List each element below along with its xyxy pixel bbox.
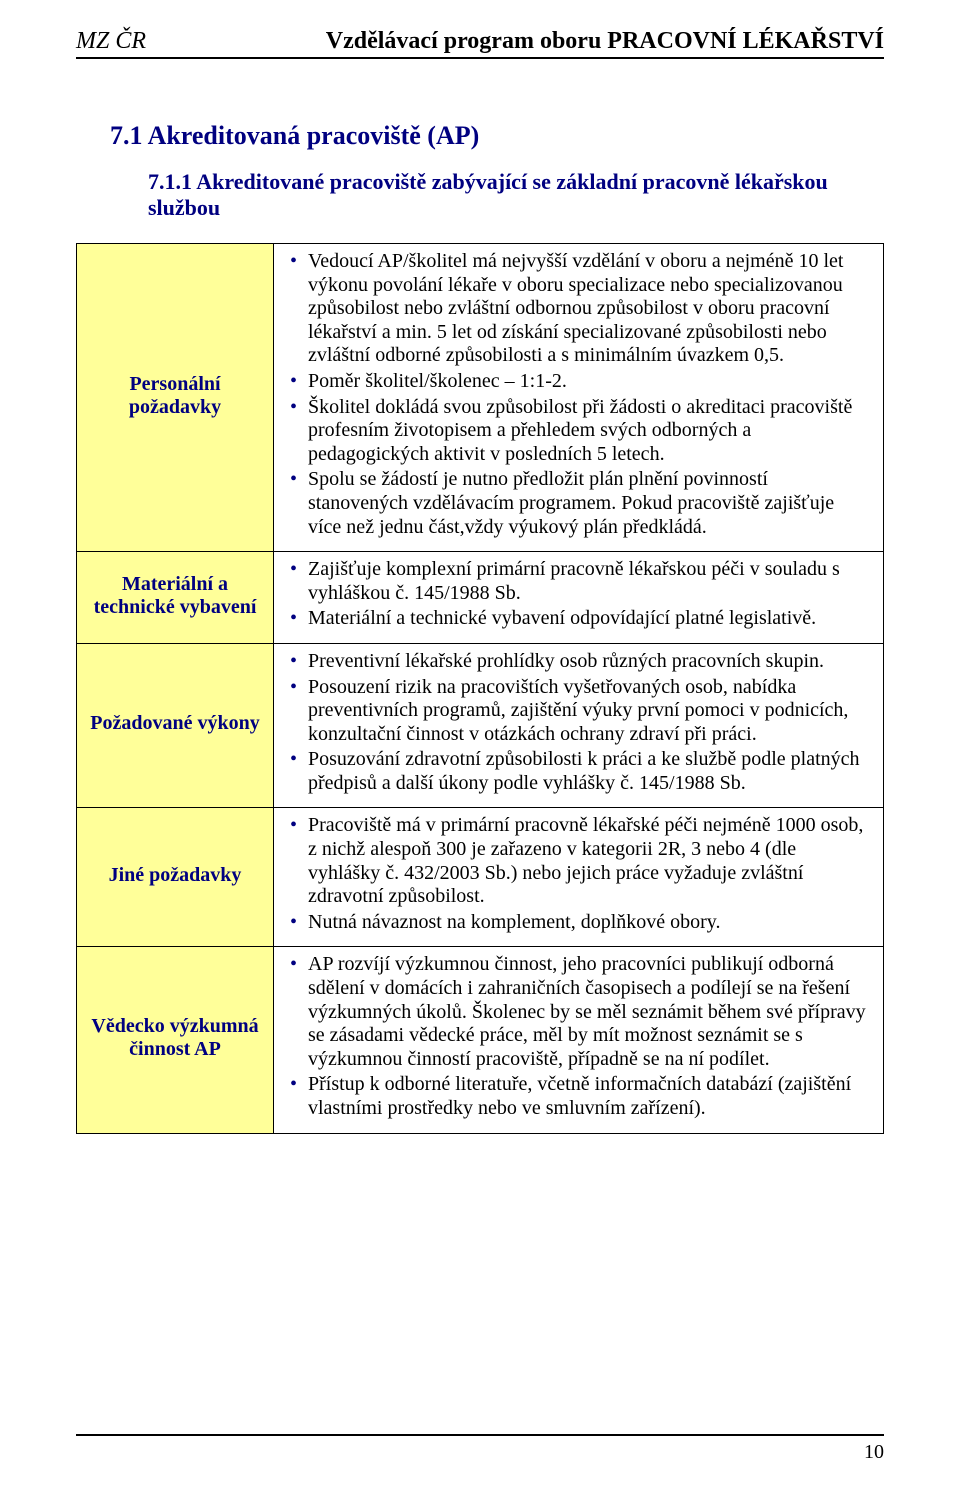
page-number: 10 <box>864 1441 884 1464</box>
list-item: Školitel dokládá svou způsobilost při žá… <box>308 396 869 467</box>
list-item: AP rozvíjí výzkumnou činnost, jeho praco… <box>308 953 869 1071</box>
row-content: Pracoviště má v primární pracovně lékařs… <box>274 808 884 947</box>
list-item: Zajišťuje komplexní primární pracovně lé… <box>308 558 869 605</box>
table-row: Materiální a technické vybavení Zajišťuje… <box>77 552 884 644</box>
row-content: Zajišťuje komplexní primární pracovně lé… <box>274 552 884 644</box>
list-item: Nutná návaznost na komplement, doplňkové… <box>308 911 869 935</box>
list-item: Vedoucí AP/školitel má nejvyšší vzdělání… <box>308 250 869 368</box>
page-header: MZ ČR Vzdělávací program oboru PRACOVNÍ … <box>76 28 884 59</box>
table-row: Vědecko výzkumná činnost AP AP rozvíjí vý… <box>77 947 884 1133</box>
bullet-list: Preventivní lékařské prohlídky osob různ… <box>284 650 873 796</box>
list-item: Pracoviště má v primární pracovně lékařs… <box>308 814 869 908</box>
list-item: Přístup k odborné literatuře, včetně inf… <box>308 1073 869 1120</box>
row-label: Materiální a technické vybavení <box>77 552 274 644</box>
row-label: Požadované výkony <box>77 643 274 808</box>
bullet-list: Vedoucí AP/školitel má nejvyšší vzdělání… <box>284 250 873 539</box>
page: MZ ČR Vzdělávací program oboru PRACOVNÍ … <box>0 0 960 1510</box>
section-heading: 7.1 Akreditovaná pracoviště (AP) <box>76 121 884 151</box>
list-item: Spolu se žádostí je nutno předložit plán… <box>308 468 869 539</box>
requirements-table: Personální požadavky Vedoucí AP/školitel … <box>76 243 884 1134</box>
list-item: Preventivní lékařské prohlídky osob různ… <box>308 650 869 674</box>
row-content: AP rozvíjí výzkumnou činnost, jeho praco… <box>274 947 884 1133</box>
row-content: Vedoucí AP/školitel má nejvyšší vzdělání… <box>274 244 884 552</box>
list-item: Posouzení rizik na pracovištích vyšetřov… <box>308 676 869 747</box>
header-left: MZ ČR <box>76 28 146 55</box>
bullet-list: AP rozvíjí výzkumnou činnost, jeho praco… <box>284 953 873 1120</box>
bullet-list: Zajišťuje komplexní primární pracovně lé… <box>284 558 873 631</box>
row-label: Personální požadavky <box>77 244 274 552</box>
list-item: Materiální a technické vybavení odpovída… <box>308 607 869 631</box>
table-row: Požadované výkony Preventivní lékařské pr… <box>77 643 884 808</box>
bullet-list: Pracoviště má v primární pracovně lékařs… <box>284 814 873 934</box>
requirements-tbody: Personální požadavky Vedoucí AP/školitel … <box>77 244 884 1134</box>
row-label: Jiné požadavky <box>77 808 274 947</box>
table-row: Personální požadavky Vedoucí AP/školitel … <box>77 244 884 552</box>
footer-rule <box>76 1434 884 1436</box>
row-content: Preventivní lékařské prohlídky osob různ… <box>274 643 884 808</box>
header-right: Vzdělávací program oboru PRACOVNÍ LÉKAŘS… <box>326 28 884 55</box>
subsection-heading: 7.1.1 Akreditované pracoviště zabývající… <box>76 169 884 221</box>
table-row: Jiné požadavky Pracoviště má v primární p… <box>77 808 884 947</box>
list-item: Poměr školitel/školenec – 1:1-2. <box>308 370 869 394</box>
row-label: Vědecko výzkumná činnost AP <box>77 947 274 1133</box>
list-item: Posuzování zdravotní způsobilosti k prác… <box>308 748 869 795</box>
